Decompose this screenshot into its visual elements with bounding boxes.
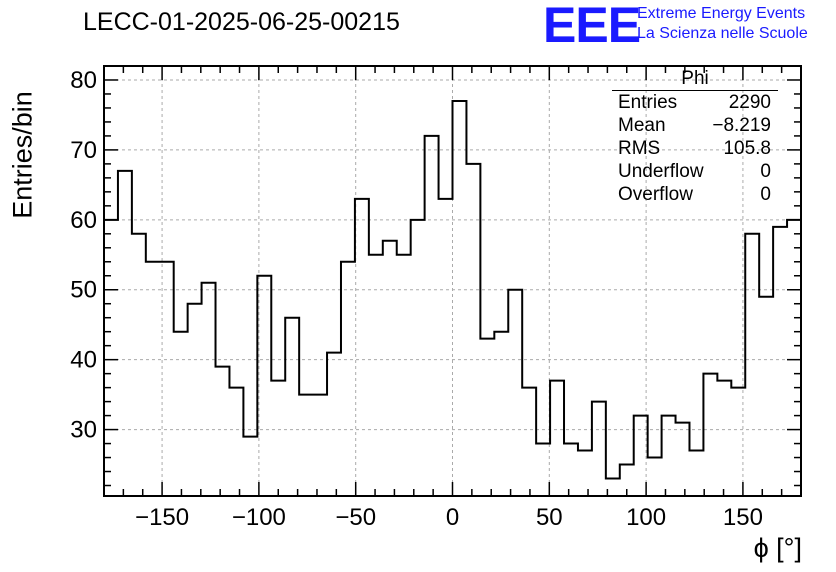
stats-box: Phi Entries 2290 Mean −8.219 RMS 105.8 U… [612,68,778,206]
stats-label: Overflow [618,184,693,205]
histogram-line [104,99,801,480]
eee-logo: EEE [543,0,641,53]
stats-value: 105.8 [723,138,771,159]
stats-label: RMS [618,138,661,159]
plot-title: LECC-01-2025-06-25-00215 [83,8,400,36]
logo-caption: Extreme Energy Events La Scienza nelle S… [637,4,808,44]
x-tick-label: 50 [536,504,563,531]
logo-caption-line2: La Scienza nelle Scuole [637,25,808,42]
stats-value: −8.219 [712,115,771,136]
y-tick-label: 60 [70,207,97,234]
y-axis-label: Entries/bin [3,91,43,219]
x-tick-label: −150 [135,504,189,531]
stats-title: Phi [612,68,778,91]
y-tick-label: 70 [70,137,97,164]
axis-ticks [103,65,802,496]
stats-value: 2290 [728,92,771,113]
y-tick-label: 40 [70,347,97,374]
stats-value: 0 [760,184,771,205]
y-tick-label: 30 [70,417,97,444]
y-tick-label: 80 [70,67,97,94]
x-axis-label: ϕ [°] [753,533,802,563]
stats-label: Underflow [618,161,704,182]
stats-label: Entries [618,92,678,113]
x-tick-label: 0 [446,504,459,531]
stats-row-entries: Entries 2290 [612,91,778,114]
stats-row-overflow: Overflow 0 [612,183,778,206]
axis-tick-labels: −150 −100 −50 0 50 100 150 30 40 50 60 70 80 [70,67,763,531]
x-tick-label: 150 [723,504,763,531]
x-tick-label: 100 [626,504,666,531]
x-tick-label: −50 [335,504,376,531]
stats-row-mean: Mean −8.219 [612,114,778,137]
stats-label: Mean [618,115,666,136]
logo-caption-line1: Extreme Energy Events [637,5,806,22]
x-tick-label: −100 [232,504,286,531]
y-tick-label: 50 [70,277,97,304]
stats-row-rms: RMS 105.8 [612,137,778,160]
y-axis-label-text: Entries/bin [7,91,38,219]
stats-row-underflow: Underflow 0 [612,160,778,183]
stats-value: 0 [760,161,771,182]
